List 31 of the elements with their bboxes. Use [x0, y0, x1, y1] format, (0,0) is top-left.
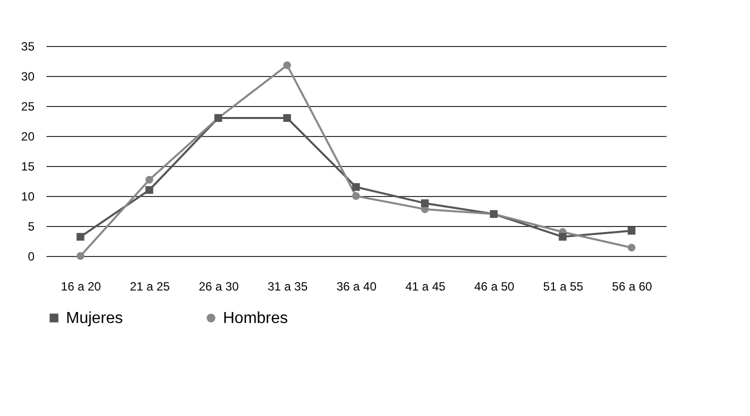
point: [421, 199, 429, 208]
point: [558, 232, 567, 241]
point: [145, 176, 154, 184]
y-tick-label: 30: [21, 70, 35, 84]
y-tick-label: 15: [21, 160, 35, 174]
y-tick-label: 10: [21, 190, 35, 204]
point: [76, 252, 84, 260]
point: [628, 226, 636, 235]
x-tick-label: 16 a 20: [60, 280, 102, 294]
point: [145, 186, 154, 194]
point: [352, 183, 360, 191]
y-tick-label: 35: [21, 40, 35, 54]
x-tick-label: 36 a 40: [336, 280, 377, 294]
y-tick-label: 0: [28, 250, 35, 264]
y-tick-label: 5: [28, 220, 35, 234]
x-tick-label: 51 a 55: [543, 280, 584, 294]
x-tick-label: 31 a 35: [268, 280, 308, 294]
point: [628, 244, 636, 252]
y-tick-label: 25: [21, 100, 35, 114]
point: [352, 192, 360, 200]
x-tick-label: 26 a 30: [198, 280, 240, 294]
legend-label: Hombres: [223, 310, 288, 327]
x-tick-label: 21 a 25: [130, 280, 170, 294]
point: [283, 114, 291, 122]
y-tick-label: 20: [21, 130, 35, 144]
point: [76, 232, 84, 241]
point: [283, 61, 291, 70]
x-tick-label: 56 a 60: [612, 280, 652, 294]
x-tick-label: 41 a 45: [405, 280, 446, 294]
x-tick-label: 46 a 50: [474, 280, 515, 294]
legend-label: Mujeres: [66, 310, 123, 327]
